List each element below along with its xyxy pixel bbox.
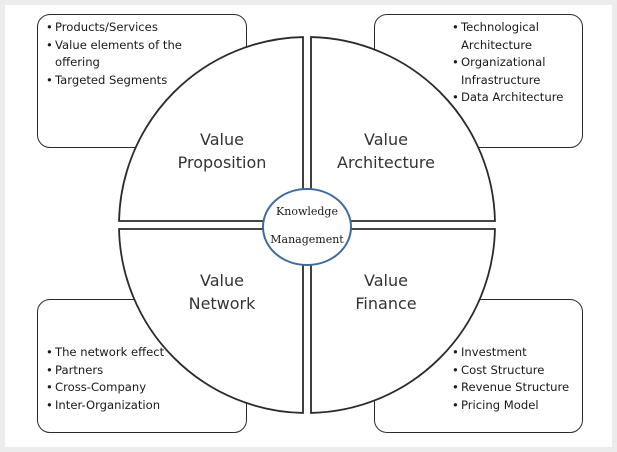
value-network-label-line2: Network bbox=[189, 294, 257, 313]
value-proposition-list: Products/Services Value elements of the … bbox=[46, 19, 196, 89]
value-finance-list: Investment Cost Structure Revenue Struct… bbox=[452, 344, 580, 414]
list-item: Data Architecture bbox=[452, 89, 580, 107]
list-item: Targeted Segments bbox=[46, 72, 196, 90]
knowledge-management-hub bbox=[262, 188, 352, 266]
value-network-quadrant bbox=[118, 228, 304, 414]
quadrant-circle-diagram: Value Proposition Value Architecture Val… bbox=[118, 36, 496, 414]
value-architecture-label-line1: Value bbox=[364, 130, 408, 149]
diagram-canvas: Products/Services Value elements of the … bbox=[5, 5, 612, 447]
value-proposition-label-line2: Proposition bbox=[178, 153, 267, 172]
value-network-list: The network effect Partners Cross-Compan… bbox=[46, 344, 206, 414]
list-item: Technological Architecture bbox=[452, 19, 580, 54]
value-architecture-label-line2: Architecture bbox=[337, 153, 435, 172]
value-finance-label-line2: Finance bbox=[355, 294, 416, 313]
list-item: Inter-Organization bbox=[46, 397, 206, 415]
list-item: The network effect bbox=[46, 344, 206, 362]
list-item: Value elements of the offering bbox=[46, 37, 196, 72]
list-item: Investment bbox=[452, 344, 580, 362]
list-item: Products/Services bbox=[46, 19, 196, 37]
center-label-line2: Management bbox=[270, 233, 344, 246]
value-proposition-quadrant bbox=[118, 36, 304, 222]
value-network-label-line1: Value bbox=[200, 271, 244, 290]
list-item: Pricing Model bbox=[452, 397, 580, 415]
value-architecture-list: Technological Architecture Organizationa… bbox=[452, 19, 580, 107]
center-label-line1: Knowledge bbox=[276, 205, 338, 218]
list-item: Partners bbox=[46, 362, 206, 380]
value-finance-quadrant bbox=[310, 228, 496, 414]
list-item: Cost Structure bbox=[452, 362, 580, 380]
list-item: Cross-Company bbox=[46, 379, 206, 397]
value-finance-label-line1: Value bbox=[364, 271, 408, 290]
value-architecture-quadrant bbox=[310, 36, 496, 222]
list-item: Revenue Structure bbox=[452, 379, 580, 397]
list-item: Organizational Infrastructure bbox=[452, 54, 580, 89]
value-proposition-label-line1: Value bbox=[200, 130, 244, 149]
